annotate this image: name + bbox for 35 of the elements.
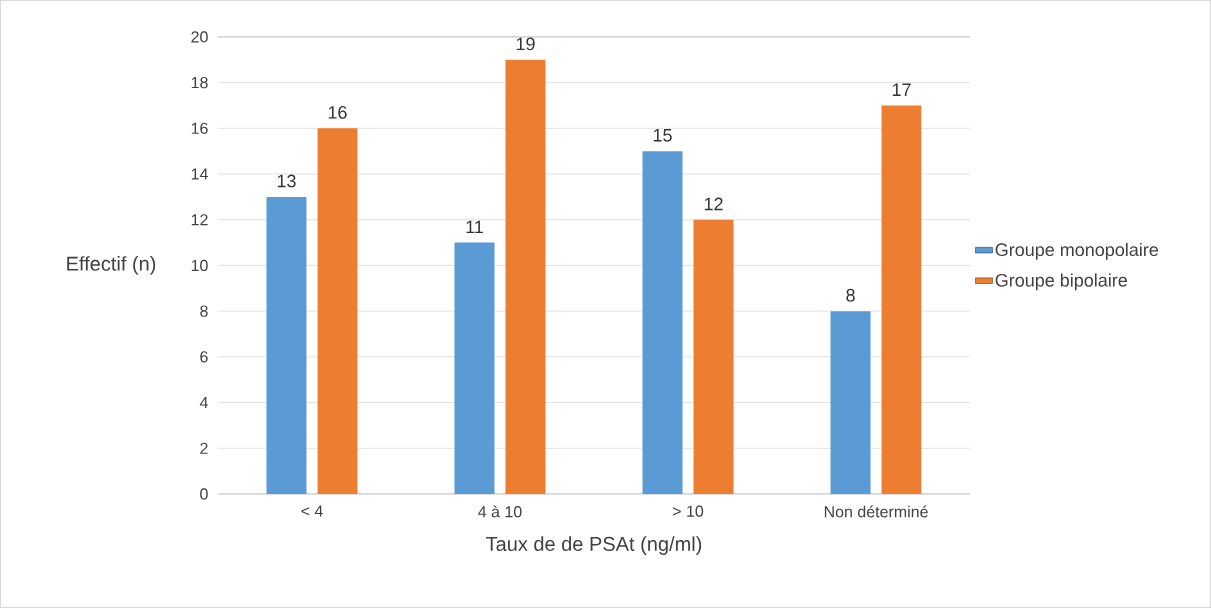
data-label: 16 <box>328 106 347 119</box>
data-label: 13 <box>277 174 296 188</box>
y-tick-label: 14 <box>191 168 208 180</box>
y-axis-title: Effectif (n) <box>67 256 156 275</box>
bar <box>642 151 683 495</box>
y-tick-label: 18 <box>191 77 208 89</box>
y-tick-label: 16 <box>191 122 208 135</box>
y-tick-label: 2 <box>200 442 208 454</box>
data-label: 19 <box>516 37 535 51</box>
y-tick-label: 0 <box>200 488 208 500</box>
bar <box>693 219 734 495</box>
data-label: 8 <box>846 288 855 302</box>
y-tick-label: 8 <box>200 305 208 317</box>
bar <box>505 59 546 495</box>
y-tick-label: 6 <box>200 351 208 363</box>
data-label: 12 <box>704 197 723 211</box>
data-label: 17 <box>892 83 911 96</box>
bar <box>830 311 871 495</box>
x-axis-title: Taux de de PSAt (ng/ml) <box>486 536 702 556</box>
y-tick-label: 20 <box>191 31 208 43</box>
bar <box>881 105 922 495</box>
x-tick-label: > 10 <box>673 505 704 517</box>
y-tick-label: 12 <box>191 214 208 226</box>
x-tick-label: Non déterminé <box>824 505 928 518</box>
y-tick-label: 10 <box>191 259 208 272</box>
y-tick-label: 4 <box>199 397 208 409</box>
legend-label: Groupe bipolaire <box>995 273 1127 291</box>
data-label: 15 <box>653 129 672 142</box>
bar <box>266 196 307 495</box>
x-tick-label: < 4 <box>301 505 323 517</box>
x-tick-label: 4 à 10 <box>478 505 522 518</box>
data-label: 11 <box>466 220 483 234</box>
legend-label: Groupe monopolaire <box>995 242 1159 260</box>
bar <box>454 242 495 495</box>
bar <box>317 128 358 495</box>
